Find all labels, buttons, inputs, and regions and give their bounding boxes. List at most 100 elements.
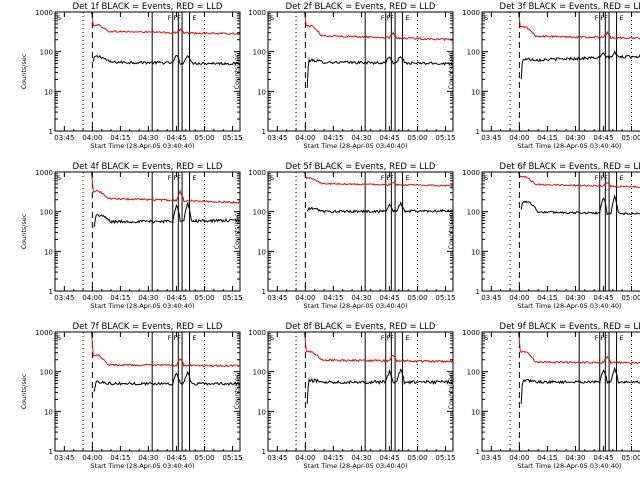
x-tick-label: 03:45 bbox=[267, 134, 287, 142]
y-tick-label: 10 bbox=[44, 248, 53, 256]
series-line-lld bbox=[517, 331, 640, 365]
y-tick-label: 100 bbox=[253, 49, 266, 57]
y-axis-label: Counts/sec bbox=[233, 213, 241, 249]
panel-det-4: Det 4f BLACK = Events, RED = LLD 1 10 100 10… bbox=[20, 162, 243, 310]
y-tick-label: 1 bbox=[262, 448, 266, 456]
zone-marker: F bbox=[390, 174, 394, 182]
corner-label: S bbox=[57, 174, 61, 182]
x-tick-label: 04:45 bbox=[166, 454, 186, 462]
series-line-events bbox=[92, 54, 241, 66]
y-tick-label: 1000 bbox=[35, 169, 53, 177]
zone-marker: F bbox=[381, 14, 385, 22]
x-tick-label: 04:30 bbox=[565, 454, 585, 462]
y-axis-label: Counts/sec bbox=[20, 373, 28, 409]
series-line-events bbox=[520, 194, 640, 216]
x-tick-label: 04:45 bbox=[166, 134, 186, 142]
zone-marker: F bbox=[177, 14, 181, 22]
series-line-events bbox=[306, 201, 454, 214]
series-line-events bbox=[306, 368, 454, 404]
zone-marker: F bbox=[386, 14, 390, 22]
x-tick-label: 05:15 bbox=[222, 454, 242, 462]
x-tick-label: 04:45 bbox=[593, 294, 613, 302]
x-tick-label: 05:00 bbox=[621, 454, 640, 462]
zone-label: E bbox=[406, 174, 410, 182]
x-tick-label: 04:15 bbox=[110, 294, 130, 302]
x-tick-label: 03:45 bbox=[267, 454, 287, 462]
y-tick-label: 1 bbox=[49, 128, 53, 136]
y-tick-label: 100 bbox=[253, 369, 266, 377]
y-tick-label: 100 bbox=[467, 49, 480, 57]
x-tick-label: 05:15 bbox=[435, 454, 455, 462]
x-tick-label: 04:00 bbox=[295, 294, 315, 302]
zone-marker: F bbox=[604, 14, 608, 22]
x-tick-label: 05:15 bbox=[222, 134, 242, 142]
y-tick-label: 100 bbox=[253, 209, 266, 217]
x-tick-label: 05:15 bbox=[222, 294, 242, 302]
zone-marker: F bbox=[604, 174, 608, 182]
series-line-lld bbox=[303, 171, 454, 187]
panel-title: Det 7f BLACK = Events, RED = LLD bbox=[73, 322, 223, 332]
zone-marker: F bbox=[600, 174, 604, 182]
panel-det-3: Det 3f BLACK = Events, RED = LLD 1 10 100 10… bbox=[447, 2, 640, 150]
y-tick-label: 1 bbox=[262, 288, 266, 296]
zone-label: E bbox=[193, 334, 197, 342]
zone-marker: F bbox=[595, 14, 599, 22]
plot-frame bbox=[267, 171, 454, 292]
panel-title: Det 2f BLACK = Events, RED = LLD bbox=[286, 2, 436, 12]
x-tick-label: 04:30 bbox=[138, 294, 158, 302]
zone-marker: F bbox=[390, 334, 394, 342]
y-tick-label: 10 bbox=[257, 88, 266, 96]
zone-marker: F bbox=[177, 334, 181, 342]
zone-marker: F bbox=[600, 14, 604, 22]
zone-marker: F bbox=[168, 174, 172, 182]
x-tick-label: 03:45 bbox=[481, 454, 501, 462]
y-tick-label: 1000 bbox=[248, 169, 266, 177]
panel-title: Det 3f BLACK = Events, RED = LLD bbox=[500, 2, 640, 12]
x-tick-label: 04:30 bbox=[138, 134, 158, 142]
x-tick-label: 04:30 bbox=[351, 294, 371, 302]
y-axis-label: Counts/sec bbox=[20, 213, 28, 249]
plot-frame bbox=[54, 11, 241, 132]
x-tick-label: 05:00 bbox=[621, 134, 640, 142]
zone-label: E bbox=[193, 14, 197, 22]
y-tick-label: 1000 bbox=[35, 329, 53, 337]
x-tick-label: 04:00 bbox=[82, 454, 102, 462]
x-tick-label: 04:15 bbox=[323, 454, 343, 462]
plot-frame bbox=[267, 331, 454, 452]
zone-label: E bbox=[193, 174, 197, 182]
x-tick-label: 05:00 bbox=[407, 294, 427, 302]
x-tick-label: 04:15 bbox=[537, 294, 557, 302]
zone-marker: F bbox=[381, 334, 385, 342]
x-tick-label: 05:00 bbox=[621, 294, 640, 302]
x-tick-label: 05:00 bbox=[194, 454, 214, 462]
x-axis-label: Start Time (28-Apr-05 03:40:40) bbox=[303, 302, 407, 310]
x-axis-label: Start Time (28-Apr-05 03:40:40) bbox=[517, 302, 621, 310]
y-tick-label: 10 bbox=[257, 248, 266, 256]
x-tick-label: 04:15 bbox=[323, 134, 343, 142]
plot-frame bbox=[481, 331, 640, 452]
x-tick-label: 04:30 bbox=[351, 454, 371, 462]
plot-frame bbox=[481, 171, 640, 292]
panel-title: Det 8f BLACK = Events, RED = LLD bbox=[286, 322, 436, 332]
x-tick-label: 04:45 bbox=[166, 294, 186, 302]
corner-label: S bbox=[270, 14, 274, 22]
series-line-lld bbox=[90, 171, 241, 204]
zone-label: E bbox=[406, 14, 410, 22]
plot-frame bbox=[54, 331, 241, 452]
x-tick-label: 04:45 bbox=[379, 294, 399, 302]
y-axis-label: Counts/sec bbox=[20, 53, 28, 89]
x-axis-label: Start Time (28-Apr-05 03:40:40) bbox=[517, 462, 621, 470]
x-tick-label: 04:15 bbox=[537, 454, 557, 462]
corner-label: S bbox=[270, 334, 274, 342]
x-tick-label: 04:00 bbox=[295, 454, 315, 462]
x-tick-label: 04:30 bbox=[351, 134, 371, 142]
zone-marker: F bbox=[177, 174, 181, 182]
x-tick-label: 04:15 bbox=[323, 294, 343, 302]
x-tick-label: 04:00 bbox=[82, 294, 102, 302]
panel-det-2: Det 2f BLACK = Events, RED = LLD 1 10 100 10… bbox=[233, 2, 456, 150]
y-axis-label: Counts/sec bbox=[233, 53, 241, 89]
corner-label: S bbox=[270, 174, 274, 182]
x-tick-label: 05:00 bbox=[407, 134, 427, 142]
x-tick-label: 04:15 bbox=[537, 134, 557, 142]
